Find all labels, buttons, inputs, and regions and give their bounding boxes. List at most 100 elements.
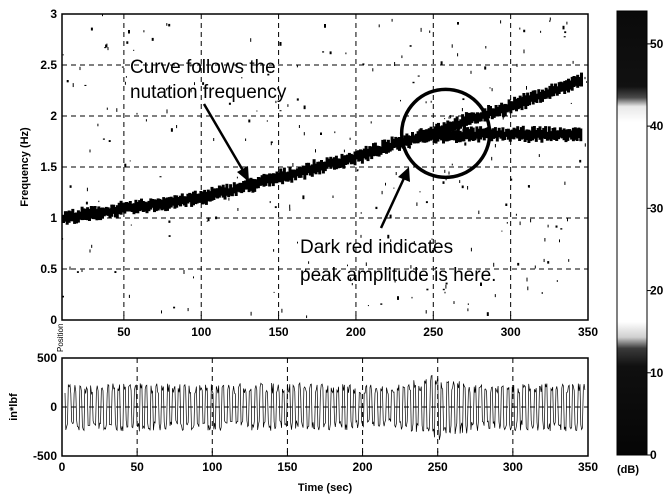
spectrogram-ridge-segment	[403, 135, 407, 146]
spectrogram-ridge-segment	[127, 202, 130, 212]
spectrogram-ridge-segment	[461, 114, 465, 127]
spectrogram-speck	[570, 102, 572, 105]
spectrogram-ridge-segment	[490, 108, 494, 120]
spectrogram-ridge-segment	[197, 193, 201, 203]
spectrogram-speck	[579, 159, 582, 163]
spectrogram-ridge-segment	[329, 156, 333, 169]
spectrogram-speck	[143, 30, 145, 33]
spectrogram-ridge-segment	[108, 208, 112, 218]
spectrogram-ridge-segment	[580, 72, 583, 87]
spectrogram-ridge-segment	[286, 171, 290, 182]
spectrogram-speck	[549, 20, 551, 23]
spectrogram-ridge-segment	[499, 130, 503, 139]
spectrogram-speck	[66, 80, 69, 83]
spectrogram-speck	[62, 54, 64, 56]
spectrogram-speck	[170, 86, 172, 89]
spectrogram-ridge-segment	[277, 172, 281, 183]
spectrogram-ridge-segment	[534, 130, 538, 142]
spectrogram-speck	[121, 66, 124, 68]
spectrogram-speck	[556, 280, 558, 282]
spectrogram-ridge-segment	[538, 126, 542, 140]
spectrogram-ridge-segment	[557, 82, 561, 94]
spectrogram-ridge-segment	[432, 130, 436, 143]
spectrogram-ridge-segment	[323, 161, 327, 172]
spectrogram-speck	[559, 239, 560, 243]
spectrogram-ridge-segment	[496, 106, 500, 117]
spectrogram-speck	[62, 295, 64, 298]
spectrogram-speck	[130, 224, 132, 226]
spectrogram-ridge-segment	[227, 188, 231, 198]
spectrogram-ridge-segment	[407, 135, 411, 148]
spectrogram-ridge-segment	[477, 113, 481, 122]
spectrogram-ridge-segment	[104, 206, 108, 216]
spectrogram-ridge-segment	[349, 153, 353, 165]
spectrogram-ridge-segment	[164, 198, 168, 212]
spectrogram-speck	[519, 27, 521, 30]
spectrogram-ridge-segment	[568, 80, 572, 90]
spectrogram-ridge-segment	[316, 161, 320, 173]
spectrogram-speck	[450, 115, 452, 119]
spectrogram-speck	[250, 38, 252, 42]
spectrogram-speck	[440, 61, 443, 66]
spectrogram-speck	[296, 64, 298, 68]
spectrogram-ridge-segment	[456, 129, 460, 143]
spectrogram-speck	[97, 123, 99, 127]
spectrogram-ridge-segment	[279, 168, 283, 183]
spectrogram-ridge-segment	[69, 211, 73, 222]
spectrogram-ridge-segment	[308, 165, 312, 176]
spectrogram-ridge-segment	[121, 203, 125, 213]
spectrogram-speck	[166, 23, 168, 26]
time-series-x-tick-label: 300	[503, 460, 523, 474]
spectrogram-speck	[332, 195, 334, 199]
spectrogram-speck	[412, 81, 415, 84]
spectrogram-ridge-segment	[507, 99, 511, 112]
spectrogram-speck	[248, 119, 251, 123]
spectrogram-ridge-segment	[344, 155, 348, 165]
spectrogram-speck	[349, 137, 351, 140]
spectrogram-speck	[273, 291, 275, 293]
spectrogram-ridge-segment	[440, 130, 444, 141]
spectrogram-ridge-segment	[166, 197, 169, 211]
annotation-arrowhead-peak	[398, 167, 410, 182]
spectrogram-ridge-segment	[561, 82, 565, 92]
spectrogram-ridge-segment	[245, 178, 249, 190]
spectrogram-speck	[305, 268, 307, 272]
spectrogram-speck	[166, 109, 168, 114]
spectrogram-speck	[517, 262, 520, 266]
spectrogram-ridge-segment	[519, 127, 523, 140]
spectrogram-speck	[505, 203, 508, 207]
spectrogram-speck	[544, 238, 546, 242]
spectrogram-ridge-segment	[492, 108, 496, 118]
spectrogram-x-ticks: 50 100 150 200 250 300 350	[117, 315, 598, 339]
spectrogram-ridge-segment	[238, 182, 242, 193]
spectrogram-speck	[360, 212, 362, 214]
spectrogram-speck	[136, 112, 138, 115]
spectrogram-speck	[102, 14, 103, 17]
spectrogram-ridge-segment	[547, 126, 551, 140]
spectrogram-speck	[187, 308, 189, 312]
spectrogram-speck	[444, 291, 446, 294]
spectrogram-speck	[564, 31, 567, 34]
spectrogram-speck	[213, 138, 215, 142]
spectrogram-ridge-segment	[229, 184, 233, 196]
spectrogram-speck	[370, 121, 372, 124]
spectrogram-ridge-segment	[177, 197, 181, 206]
spectrogram-ridge-segment	[525, 129, 529, 141]
spectrogram-ridge-segment	[505, 128, 509, 137]
spectrogram-ridge-segment	[501, 127, 505, 141]
spectrogram-ridge-segment	[132, 203, 136, 215]
spectrogram-speck	[413, 241, 415, 244]
spectrogram-ridge-segment	[533, 90, 537, 102]
spectrogram-speck	[381, 190, 383, 195]
spectrogram-x-tick-label: 300	[501, 325, 521, 339]
spectrogram-ridge-segment	[63, 211, 67, 222]
spectrogram-ridge-segment	[373, 142, 377, 156]
spectrogram-ridge-segment	[273, 173, 277, 184]
spectrogram-ridge-segment	[357, 150, 361, 162]
spectrogram-speck	[320, 132, 322, 135]
spectrogram-ridge-segment	[160, 199, 164, 211]
spectrogram-ridge-segment	[492, 128, 496, 139]
spectrogram-x-tick-label: 250	[423, 325, 443, 339]
spectrogram-ridge-segment	[375, 145, 379, 157]
